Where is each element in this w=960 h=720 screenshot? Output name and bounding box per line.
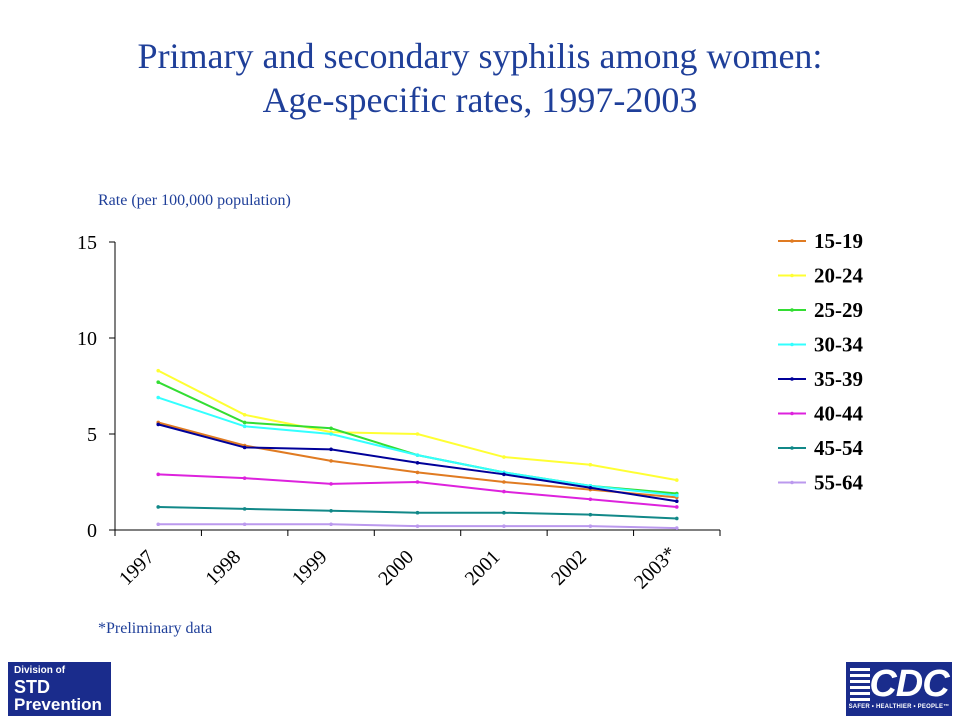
legend-label-45-54: 45-54 [814, 436, 863, 460]
x-tick-label: 2003* [630, 542, 681, 593]
legend-marker-30-34 [790, 342, 794, 347]
data-point-35-39 [674, 499, 679, 504]
legend-marker-45-54 [790, 446, 794, 450]
logo-line-3: Prevention [14, 695, 102, 714]
data-point-35-39 [156, 422, 161, 427]
data-point-20-24 [502, 455, 506, 459]
legend-label-20-24: 20-24 [814, 264, 863, 288]
legend-marker-40-44 [790, 411, 794, 416]
data-point-30-34 [242, 424, 247, 429]
data-point-40-44 [674, 505, 679, 509]
data-point-40-44 [242, 476, 247, 480]
data-point-20-24 [242, 413, 247, 417]
data-point-55-64 [502, 524, 506, 528]
cdc-logo: CDC SAFER • HEALTHIER • PEOPLE™ [846, 662, 952, 716]
chart-title-line-1: Primary and secondary syphilis among wom… [137, 36, 823, 76]
data-point-35-39 [588, 485, 593, 490]
data-point-35-39 [415, 461, 420, 465]
cdc-logo-text: CDC [869, 663, 949, 705]
data-point-45-54 [674, 516, 679, 521]
data-point-15-19 [502, 480, 506, 484]
data-point-40-44 [415, 480, 420, 484]
legend-label-30-34: 30-34 [814, 333, 863, 357]
data-point-45-54 [156, 505, 161, 509]
legend-label-15-19: 15-19 [814, 229, 863, 253]
y-axis-label: Rate (per 100,000 population) [98, 192, 291, 209]
data-point-30-34 [415, 453, 420, 457]
data-point-45-54 [502, 510, 506, 515]
chart-title: Primary and secondary syphilis among wom… [40, 34, 920, 122]
legend-label-25-29: 25-29 [814, 298, 863, 322]
x-tick-label: 1998 [201, 546, 245, 590]
cdc-stripes-icon [850, 668, 870, 702]
division-std-prevention-logo: Division of STD Prevention [8, 662, 111, 716]
x-tick-label: 2000 [374, 546, 418, 590]
data-point-30-34 [156, 395, 161, 400]
data-point-45-54 [329, 509, 333, 513]
legend-marker-35-39 [790, 377, 794, 381]
x-tick-label: 1997 [115, 546, 159, 590]
data-point-40-44 [329, 482, 333, 486]
chart-title-line-2: Age-specific rates, 1997-2003 [262, 80, 698, 120]
data-point-55-64 [156, 522, 161, 527]
x-tick-label: 2001 [461, 546, 505, 590]
x-tick-label: 1999 [288, 546, 332, 590]
logo-line-2: STD [14, 677, 50, 697]
data-point-35-39 [329, 447, 333, 452]
x-tick-label: 2002 [547, 546, 591, 590]
legend-label-55-64: 55-64 [814, 471, 863, 495]
data-point-40-44 [502, 489, 506, 494]
data-point-30-34 [674, 493, 679, 498]
data-point-35-39 [502, 472, 506, 477]
legend-label-35-39: 35-39 [814, 367, 863, 391]
footnote: *Preliminary data [98, 620, 213, 637]
data-point-45-54 [415, 510, 420, 515]
data-point-55-64 [242, 522, 247, 527]
legend-marker-20-24 [790, 273, 794, 278]
data-point-45-54 [588, 512, 593, 517]
y-tick-label: 0 [87, 520, 97, 542]
data-point-40-44 [156, 472, 161, 477]
legend-marker-55-64 [790, 480, 794, 485]
data-point-20-24 [415, 432, 420, 436]
logo-line-1: Division of [14, 665, 66, 676]
legend-label-40-44: 40-44 [814, 402, 863, 426]
data-point-55-64 [329, 522, 333, 527]
data-point-15-19 [415, 470, 420, 475]
y-tick-label: 10 [77, 328, 97, 350]
data-point-20-24 [156, 368, 161, 373]
legend-marker-25-29 [790, 308, 794, 312]
data-point-15-19 [329, 459, 333, 463]
y-tick-label: 5 [87, 424, 97, 446]
data-point-25-29 [329, 426, 333, 431]
data-point-35-39 [242, 445, 247, 450]
data-point-20-24 [588, 462, 593, 467]
data-point-55-64 [415, 524, 420, 528]
data-point-25-29 [242, 420, 247, 425]
data-point-45-54 [242, 507, 247, 511]
legend-marker-15-19 [790, 239, 794, 243]
data-point-25-29 [156, 380, 161, 384]
cdc-tagline: SAFER • HEALTHIER • PEOPLE™ [848, 704, 950, 710]
line-chart: 0 5 10 15 1997 1998 1999 2000 2001 2002 2003* 15-19… [77, 229, 863, 593]
data-point-55-64 [674, 526, 679, 530]
data-point-55-64 [588, 524, 593, 528]
data-point-30-34 [329, 432, 333, 436]
data-point-40-44 [588, 497, 593, 502]
y-tick-label: 15 [77, 232, 97, 254]
data-point-20-24 [674, 478, 679, 482]
